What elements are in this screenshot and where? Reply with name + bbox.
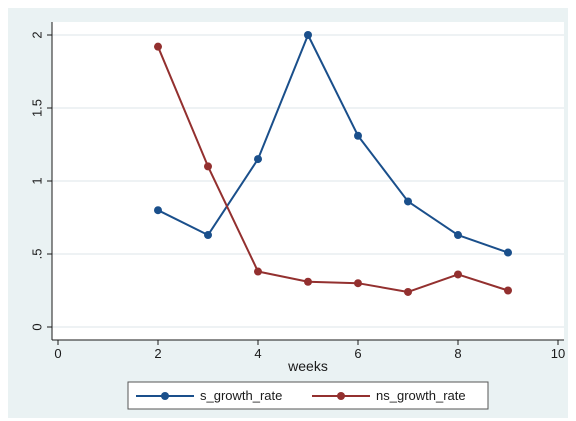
gridlines [52,34,564,328]
x-tick-label: 0 [54,346,61,361]
data-point [254,267,262,276]
series-line [157,46,509,293]
legend-swatch-marker [161,392,169,400]
x-tick-label: 2 [154,346,161,361]
y-tick-label: 1 [29,177,44,184]
data-point [154,206,162,215]
series-s_growth_rate [154,31,512,257]
y-tick-label: 2 [29,31,44,38]
legend-label: s_growth_rate [200,388,282,403]
data-point [504,286,512,295]
data-point [254,155,262,164]
data-point [354,131,362,140]
x-tick-label: 8 [454,346,461,361]
y-tick-label: .5 [29,249,44,260]
axes: 0 2 4 6 8 10 0 .5 1 1.5 2 [29,22,565,361]
data-point [404,197,412,206]
data-point [354,279,362,288]
series-layer [154,31,512,296]
series-line [157,34,509,254]
legend-swatch-marker [337,392,345,400]
data-point [454,231,462,240]
x-tick-label: 4 [254,346,261,361]
data-point [204,162,212,171]
data-point [504,248,512,257]
x-tick-label: 10 [551,346,565,361]
data-point [304,277,312,286]
data-point [154,42,162,51]
data-point [304,31,312,39]
x-axis-title: weeks [287,358,328,374]
y-tick-label: 1.5 [29,99,44,117]
series-ns_growth_rate [154,42,512,296]
legend-items: s_growth_rate ns_growth_rate [136,388,466,403]
x-tick-label: 6 [354,346,361,361]
legend-label: ns_growth_rate [376,388,466,403]
data-point [404,287,412,296]
legend: s_growth_rate ns_growth_rate [127,381,489,410]
data-point [204,231,212,240]
y-tick-label: 0 [29,323,44,330]
data-point [454,270,462,279]
